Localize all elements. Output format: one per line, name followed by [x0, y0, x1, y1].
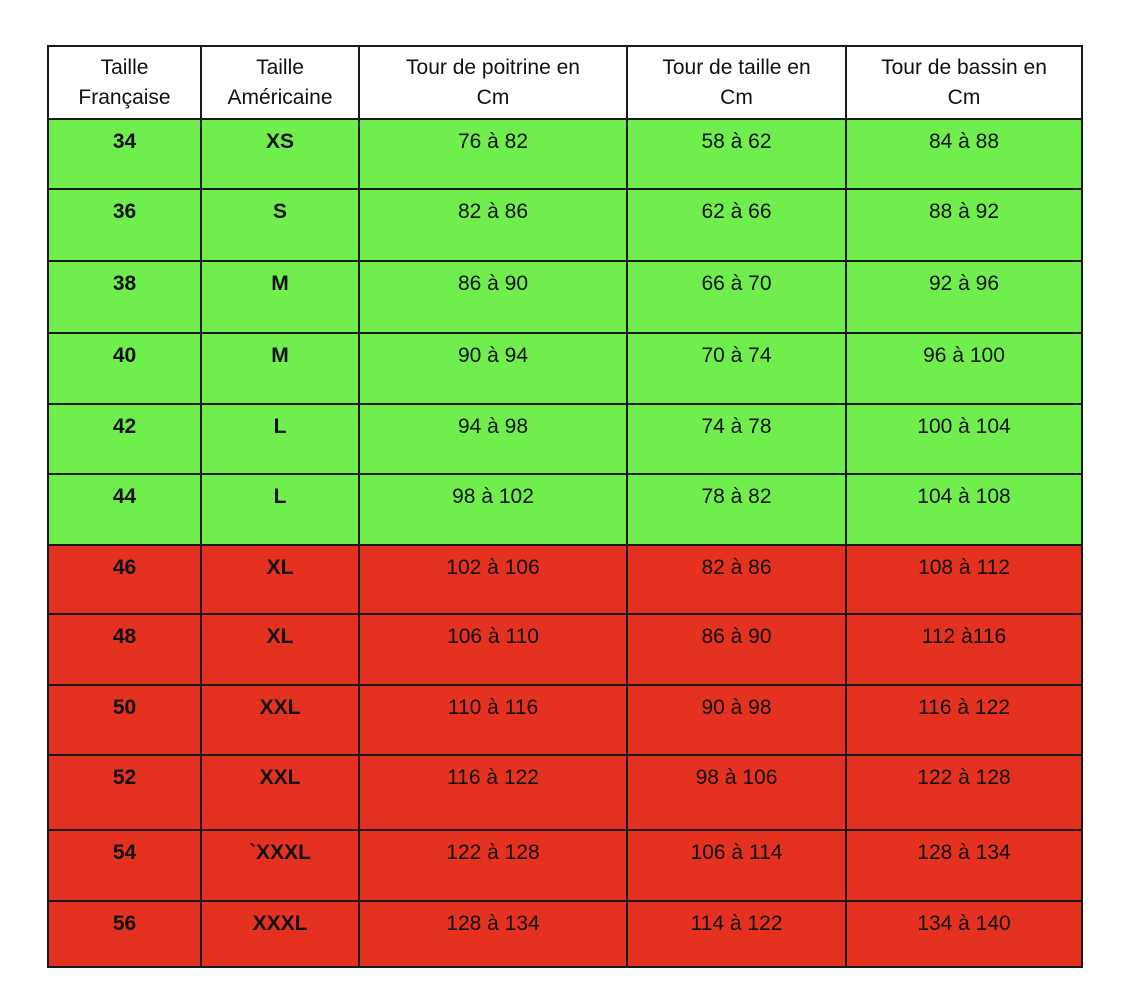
waist-cell: 70 à 74 [626, 332, 847, 405]
chest-cell: 102 à 106 [358, 544, 628, 615]
french-size-cell: 38 [47, 260, 202, 334]
french-size-cell: 34 [47, 118, 202, 190]
french-size-cell: 36 [47, 188, 202, 262]
waist-cell: 78 à 82 [626, 473, 847, 546]
header-line: Française [78, 85, 171, 109]
french-size-cell: 46 [47, 544, 202, 615]
table-row: 38 M 86 à 90 66 à 70 92 à 96 [47, 260, 1083, 334]
chest-cell: 86 à 90 [358, 260, 628, 334]
american-size-cell: S [200, 188, 360, 262]
table-row: 44 L 98 à 102 78 à 82 104 à 108 [47, 473, 1083, 546]
header-line: Cm [476, 85, 510, 109]
table-row: 46 XL 102 à 106 82 à 86 108 à 112 [47, 544, 1083, 615]
french-size-cell: 44 [47, 473, 202, 546]
american-size-cell: M [200, 260, 360, 334]
french-size-cell: 48 [47, 613, 202, 686]
waist-cell: 106 à 114 [626, 829, 847, 902]
american-size-cell: XXL [200, 684, 360, 756]
american-size-cell: XXL [200, 754, 360, 831]
chest-cell: 76 à 82 [358, 118, 628, 190]
hips-cell: 84 à 88 [845, 118, 1083, 190]
header-american-size: Taille Américaine [200, 45, 360, 120]
hips-cell: 92 à 96 [845, 260, 1083, 334]
waist-cell: 74 à 78 [626, 403, 847, 475]
american-size-cell: L [200, 473, 360, 546]
header-line: Taille [256, 55, 304, 79]
american-size-cell: XL [200, 613, 360, 686]
hips-cell: 104 à 108 [845, 473, 1083, 546]
american-size-cell: M [200, 332, 360, 405]
table-header: Taille Française Taille Américaine Tour … [47, 45, 1083, 120]
waist-cell: 66 à 70 [626, 260, 847, 334]
table-row: 42 L 94 à 98 74 à 78 100 à 104 [47, 403, 1083, 475]
header-line: Cm [720, 85, 753, 109]
chest-cell: 90 à 94 [358, 332, 628, 405]
table-row: 48 XL 106 à 110 86 à 90 112 à116 [47, 613, 1083, 686]
table-row: 56 XXXL 128 à 134 114 à 122 134 à 140 [47, 900, 1083, 968]
table-row: 50 XXL 110 à 116 90 à 98 116 à 122 [47, 684, 1083, 756]
hips-cell: 116 à 122 [845, 684, 1083, 756]
waist-cell: 98 à 106 [626, 754, 847, 831]
hips-cell: 134 à 140 [845, 900, 1083, 968]
chest-cell: 94 à 98 [358, 403, 628, 475]
french-size-cell: 52 [47, 754, 202, 831]
american-size-cell: XS [200, 118, 360, 190]
french-size-cell: 42 [47, 403, 202, 475]
header-line: Cm [947, 85, 981, 109]
header-chest: Tour de poitrine en Cm [358, 45, 628, 120]
chest-cell: 122 à 128 [358, 829, 628, 902]
american-size-cell: L [200, 403, 360, 475]
table-row: 34 XS 76 à 82 58 à 62 84 à 88 [47, 118, 1083, 190]
french-size-cell: 56 [47, 900, 202, 968]
chest-cell: 82 à 86 [358, 188, 628, 262]
french-size-cell: 40 [47, 332, 202, 405]
header-line: Américaine [227, 85, 333, 109]
header-line: Tour de bassin en [881, 55, 1047, 79]
american-size-cell: XXXL [200, 900, 360, 968]
size-chart-table: Taille Française Taille Américaine Tour … [47, 45, 1083, 968]
table-row: 52 XXL 116 à 122 98 à 106 122 à 128 [47, 754, 1083, 831]
table-row: 36 S 82 à 86 62 à 66 88 à 92 [47, 188, 1083, 262]
hips-cell: 108 à 112 [845, 544, 1083, 615]
waist-cell: 58 à 62 [626, 118, 847, 190]
chest-cell: 98 à 102 [358, 473, 628, 546]
header-line: Tour de poitrine en [406, 55, 580, 79]
header-line: Tour de taille en [662, 55, 811, 79]
hips-cell: 128 à 134 [845, 829, 1083, 902]
header-hips: Tour de bassin en Cm [845, 45, 1083, 120]
table-row: 40 M 90 à 94 70 à 74 96 à 100 [47, 332, 1083, 405]
table-body: 34 XS 76 à 82 58 à 62 84 à 88 36 S 82 à 86 62 à … [47, 118, 1083, 968]
header-waist: Tour de taille en Cm [626, 45, 847, 120]
hips-cell: 122 à 128 [845, 754, 1083, 831]
header-french-size: Taille Française [47, 45, 202, 120]
header-row: Taille Française Taille Américaine Tour … [47, 45, 1083, 120]
hips-cell: 112 à116 [845, 613, 1083, 686]
table-row: 54 `XXXL 122 à 128 106 à 114 128 à 134 [47, 829, 1083, 902]
waist-cell: 82 à 86 [626, 544, 847, 615]
chest-cell: 106 à 110 [358, 613, 628, 686]
waist-cell: 90 à 98 [626, 684, 847, 756]
header-line: Taille [100, 55, 149, 79]
chest-cell: 128 à 134 [358, 900, 628, 968]
french-size-cell: 50 [47, 684, 202, 756]
waist-cell: 114 à 122 [626, 900, 847, 968]
chest-cell: 116 à 122 [358, 754, 628, 831]
french-size-cell: 54 [47, 829, 202, 902]
hips-cell: 88 à 92 [845, 188, 1083, 262]
hips-cell: 96 à 100 [845, 332, 1083, 405]
american-size-cell: XL [200, 544, 360, 615]
waist-cell: 62 à 66 [626, 188, 847, 262]
american-size-cell: `XXXL [200, 829, 360, 902]
chest-cell: 110 à 116 [358, 684, 628, 756]
waist-cell: 86 à 90 [626, 613, 847, 686]
hips-cell: 100 à 104 [845, 403, 1083, 475]
